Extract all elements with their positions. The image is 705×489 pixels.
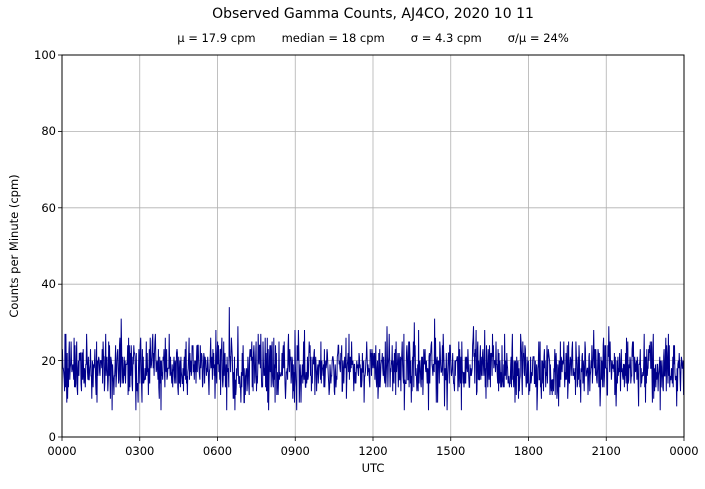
y-tick-label: 60: [41, 200, 56, 215]
x-tick-label: 0000: [669, 444, 699, 458]
y-tick-label: 80: [41, 124, 56, 139]
x-tick-label: 0300: [125, 444, 155, 458]
x-tick-label: 0600: [202, 444, 233, 458]
stat-sigma-over-mean: σ/μ = 24%: [507, 31, 569, 45]
chart-stats-line: μ = 17.9 cpm median = 18 cpm σ = 4.3 cpm…: [62, 31, 684, 45]
x-tick-label: 0900: [280, 444, 310, 458]
x-tick-label: 1500: [436, 444, 466, 458]
y-tick-label: 20: [41, 353, 56, 368]
x-tick-label: 0000: [47, 444, 77, 458]
x-tick-label: 1800: [513, 444, 544, 458]
data-line: [61, 307, 685, 411]
x-axis-label: UTC: [361, 461, 385, 475]
x-tick-label: 1200: [358, 444, 388, 458]
y-tick-label: 40: [41, 277, 56, 292]
y-axis-label: Counts per Minute (cpm): [7, 174, 21, 318]
y-tick-label: 0: [48, 430, 56, 444]
x-tick-label: 2100: [591, 444, 621, 458]
stat-sigma: σ = 4.3 cpm: [410, 31, 482, 45]
chart-title: Observed Gamma Counts, AJ4CO, 2020 10 11: [212, 6, 534, 22]
y-tick-label: 100: [34, 48, 56, 62]
stat-mean: μ = 17.9 cpm: [177, 31, 256, 45]
stat-median: median = 18 cpm: [281, 31, 385, 45]
